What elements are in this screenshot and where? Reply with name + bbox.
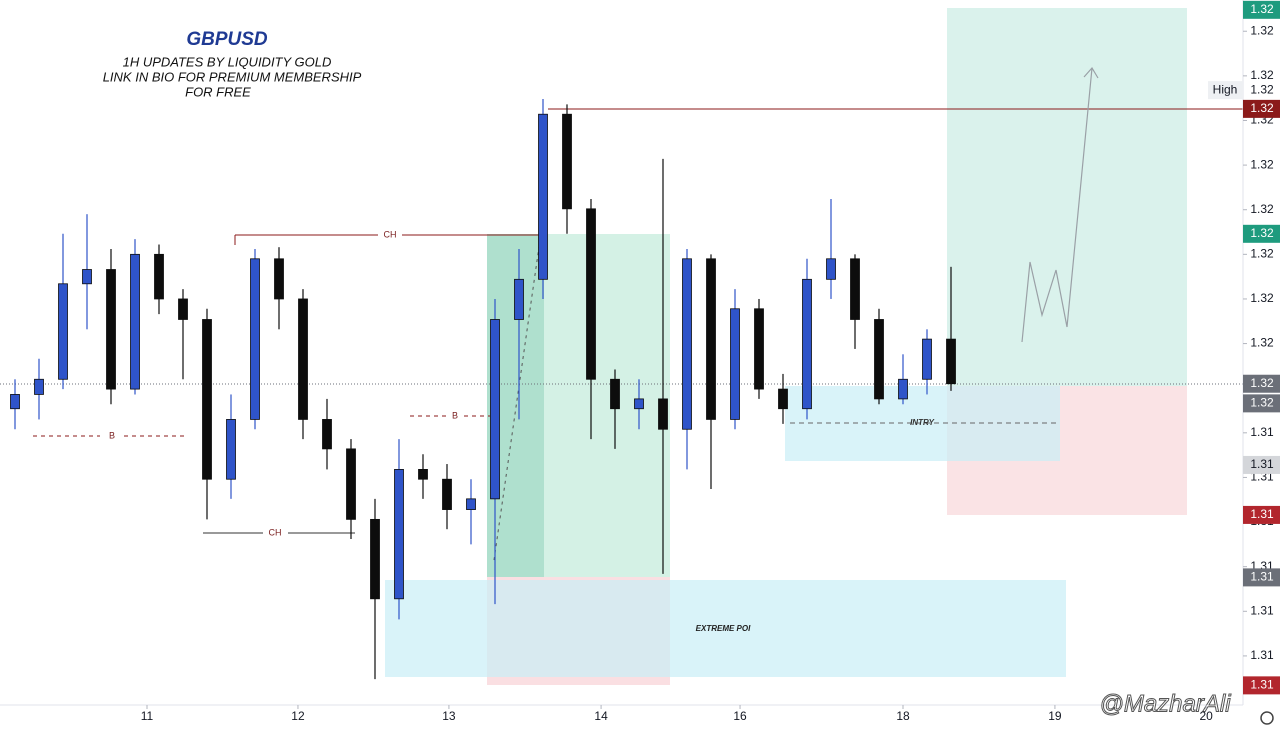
candle-body (130, 253, 140, 390)
candle-body (586, 208, 596, 380)
candle-body (154, 253, 164, 300)
annotation: B (452, 410, 458, 420)
y-tick-label: 1.32 (1250, 291, 1274, 305)
candle-body (418, 469, 428, 480)
candle-body (730, 308, 740, 420)
candle-body (34, 378, 44, 395)
price-tag (1243, 224, 1280, 243)
candle-body (514, 278, 524, 320)
candle-body (946, 338, 956, 385)
annotation: B (109, 430, 115, 440)
price-tag-label: 1.31 (1250, 507, 1274, 521)
projection-line (493, 239, 541, 561)
candle-body (466, 498, 476, 510)
poi-zone (385, 580, 1066, 677)
candle-body (298, 298, 308, 420)
price-tag (1243, 374, 1280, 393)
watermark: @MazharAli (1099, 690, 1231, 717)
x-tick-label: 18 (896, 709, 910, 723)
candle-body (706, 258, 716, 420)
candle-body (778, 388, 788, 410)
candle-body (898, 378, 908, 400)
candle-body (346, 448, 356, 520)
candle-body (922, 338, 932, 380)
arrow-head (1083, 66, 1099, 79)
candle-body (538, 113, 548, 280)
high-marker-label: High (1213, 82, 1238, 96)
candle-body (850, 258, 860, 320)
candle-body (874, 319, 884, 400)
candle-body (682, 258, 692, 430)
price-tag-label: 1.31 (1250, 457, 1274, 471)
candle-body (178, 298, 188, 320)
x-tick-label: 14 (594, 709, 608, 723)
x-tick-label: 11 (141, 709, 154, 723)
price-tag (1243, 0, 1280, 19)
price-tag-label: 1.31 (1250, 678, 1274, 692)
y-tick-label: 1.31 (1250, 648, 1274, 662)
candle-body (106, 269, 116, 390)
subtitle: 1H UPDATES BY LIQUIDITY GOLD (123, 54, 332, 69)
target-zone (947, 8, 1187, 386)
candle-body (58, 283, 68, 380)
subtitle: LINK IN BIO FOR PREMIUM MEMBERSHIP (103, 69, 362, 84)
candle-body (82, 269, 92, 285)
y-tick-label: 1.32 (1250, 247, 1274, 261)
price-tag-label: 1.32 (1250, 226, 1274, 240)
subtitle: FOR FREE (185, 84, 251, 99)
price-tag (1243, 99, 1280, 118)
candle-body (442, 478, 452, 510)
y-tick-label: 1.31 (1250, 425, 1274, 439)
annotation: CH (269, 527, 282, 537)
settings-icon[interactable] (1260, 711, 1274, 725)
candle-body (202, 319, 212, 480)
candle-body (322, 419, 332, 450)
high-marker-box (1208, 81, 1243, 100)
x-tick-label: 16 (733, 709, 747, 723)
price-tag-label: 1.31 (1250, 570, 1274, 584)
x-tick-label: 13 (442, 709, 456, 723)
y-tick-label: 1.31 (1250, 603, 1274, 617)
candle-body (250, 258, 260, 420)
candle-body (562, 113, 572, 210)
candle-body (754, 308, 764, 390)
candle-body (634, 398, 644, 410)
candle-body (802, 278, 812, 410)
candle-body (370, 518, 380, 600)
x-tick-label: 12 (291, 709, 305, 723)
candle-body (226, 419, 236, 480)
price-tag-label: 1.32 (1250, 2, 1274, 16)
candle-body (490, 319, 500, 500)
chart-title: GBPUSD (186, 29, 268, 50)
annotation: INTRY (910, 418, 935, 427)
candle-body (274, 258, 284, 300)
y-tick-label: 1.32 (1250, 157, 1274, 171)
price-tag (1243, 676, 1280, 695)
y-tick-label: 1.32 (1250, 202, 1274, 216)
projection-arrow (1021, 67, 1093, 343)
price-tag-label: 1.32 (1250, 396, 1274, 410)
price-tag (1243, 394, 1280, 413)
price-tag-label: 1.32 (1250, 376, 1274, 390)
high-marker-value: 1.32 (1250, 82, 1274, 96)
candle-body (826, 258, 836, 280)
candle-body (610, 378, 620, 410)
price-tag (1243, 505, 1280, 524)
candle-body (658, 398, 668, 430)
y-tick-label: 1.32 (1250, 23, 1274, 37)
y-tick-label: 1.32 (1250, 68, 1274, 82)
x-tick-label: 20 (1199, 709, 1213, 723)
annotation: EXTREME POI (696, 624, 751, 633)
y-tick-label: 1.32 (1250, 336, 1274, 350)
candle-body (394, 469, 404, 600)
x-tick-label: 19 (1048, 709, 1062, 723)
annotation: CH (384, 229, 397, 239)
price-tag-label: 1.32 (1250, 101, 1274, 115)
price-tag (1243, 455, 1280, 474)
price-tag (1243, 568, 1280, 587)
candle-body (10, 394, 20, 410)
